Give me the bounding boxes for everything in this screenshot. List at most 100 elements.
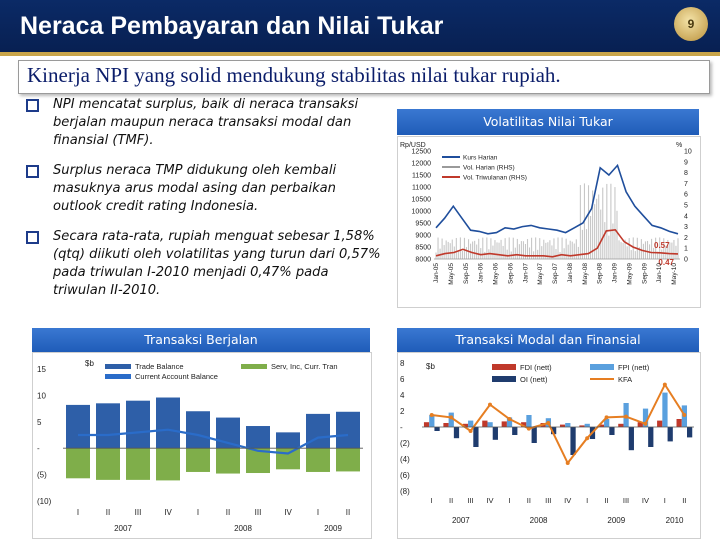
bar-oi bbox=[434, 427, 440, 431]
bar-oi bbox=[687, 427, 693, 438]
chart-volatilitas: Rp/USD% 12500 12000 11500 11000 10500 10000 950… bbox=[397, 136, 701, 308]
bar-fpi bbox=[487, 422, 493, 427]
series-kurs-harian bbox=[435, 163, 679, 235]
slide-header: Neraca Pembayaran dan Nilai Tukar 9 bbox=[0, 0, 720, 52]
x-tick-label: IV bbox=[564, 496, 571, 505]
bar-fdi bbox=[676, 419, 682, 427]
bar-fdi bbox=[559, 424, 566, 427]
x-tick-label: III bbox=[545, 496, 551, 505]
x-tick-label: Sep-07 bbox=[552, 263, 559, 284]
point-kfa bbox=[682, 413, 687, 417]
x-group-label: 2009 bbox=[607, 516, 625, 525]
point-kfa bbox=[662, 382, 667, 387]
bar-trade-balance bbox=[246, 426, 270, 449]
x-tick-label: IV bbox=[642, 496, 649, 505]
headline-text: Kinerja NPI yang solid mendukung stabili… bbox=[27, 63, 561, 87]
transaksi-modal-chart-svg: $b 8 6 4 2 - (2) (4) (6) (8) FDI (nett) FPI (nett) O… bbox=[400, 359, 694, 525]
y-tick-label: 8 bbox=[400, 359, 405, 368]
y-tick-label: (2) bbox=[400, 439, 410, 448]
y-tick-label: (10) bbox=[37, 497, 52, 506]
legend-label: Serv, Inc, Curr. Tran bbox=[271, 362, 338, 371]
y2-tick-label: 9 bbox=[684, 159, 688, 166]
y-tick-label: 15 bbox=[37, 365, 46, 374]
y-tick-label: 4 bbox=[400, 391, 405, 400]
x-tick-label: Jan-08 bbox=[567, 263, 574, 283]
x-tick-label: IV bbox=[164, 508, 172, 517]
y-tick-label: 10000 bbox=[412, 209, 432, 216]
point-kfa bbox=[526, 426, 531, 431]
bar-oi bbox=[531, 427, 537, 443]
bar-fpi bbox=[565, 423, 571, 427]
annotation-label: 0.47 bbox=[658, 258, 674, 267]
x-tick-label: I bbox=[197, 508, 199, 517]
y-axis-label: Rp/USD bbox=[400, 142, 426, 149]
bar-serv-inc-curr-tran bbox=[336, 448, 360, 472]
legend-swatch bbox=[105, 374, 131, 379]
bar-oi bbox=[628, 427, 634, 451]
x-group-label: 2008 bbox=[234, 524, 252, 533]
bar-fdi bbox=[423, 422, 430, 427]
bullet-text: Secara rata-rata, rupiah menguat sebesar… bbox=[53, 229, 381, 298]
x-tick-label: May-06 bbox=[493, 263, 500, 285]
y-tick-label: 6 bbox=[400, 375, 405, 384]
header-divider bbox=[0, 52, 720, 56]
x-tick-label: May-09 bbox=[626, 263, 633, 285]
legend-swatch bbox=[492, 364, 516, 370]
legend-swatch bbox=[241, 364, 267, 369]
bar-trade-balance bbox=[66, 404, 90, 449]
chart-transaksi-berjalan: $b 15 10 5 - (5) (10) Trade Balance Current Acco… bbox=[32, 352, 372, 539]
x-tick-label: III bbox=[623, 496, 629, 505]
annotation-label: 0.57 bbox=[654, 241, 670, 250]
point-kfa bbox=[546, 421, 551, 425]
x-tick-label: III bbox=[467, 496, 473, 505]
point-kfa bbox=[585, 436, 590, 441]
bar-fdi bbox=[443, 423, 449, 427]
legend-label: Vol. Harian (RHS) bbox=[463, 165, 515, 172]
x-tick-label: II bbox=[106, 508, 110, 517]
bar-trade-balance bbox=[276, 432, 300, 449]
y2-tick-label: 5 bbox=[684, 203, 688, 210]
y-tick-label: 10 bbox=[37, 391, 46, 400]
line-current-account-balance bbox=[78, 428, 349, 455]
x-tick-label: Jan-05 bbox=[433, 263, 440, 283]
x-tick-label: Sep-08 bbox=[597, 263, 604, 284]
bar-fpi bbox=[526, 415, 532, 427]
headline-box: Kinerja NPI yang solid mendukung stabili… bbox=[18, 60, 710, 94]
x-tick-label: May-05 bbox=[448, 263, 455, 285]
bar-serv-inc-curr-tran bbox=[186, 448, 210, 472]
bullet-list: NPI mencatat surplus, baik di neraca tra… bbox=[26, 96, 381, 312]
x-tick-label: II bbox=[682, 496, 686, 505]
y2-tick-label: 7 bbox=[684, 181, 688, 188]
bar-oi bbox=[570, 427, 576, 455]
bar-fdi bbox=[637, 422, 643, 427]
x-tick-label: I bbox=[508, 496, 510, 505]
bar-oi bbox=[492, 427, 498, 440]
y-tick-label: (8) bbox=[400, 487, 410, 496]
bar-serv-inc-curr-tran bbox=[156, 448, 180, 481]
bar-fdi bbox=[618, 423, 624, 427]
bar-oi bbox=[609, 427, 615, 435]
bar-serv-inc-curr-tran bbox=[216, 448, 240, 474]
bar-fdi bbox=[501, 421, 507, 427]
y-tick-label: (5) bbox=[37, 471, 47, 480]
bar-trade-balance bbox=[96, 403, 120, 449]
legend-label: Kurs Harian bbox=[463, 155, 498, 162]
legend-label: FPI (nett) bbox=[618, 363, 650, 372]
x-tick-label: I bbox=[664, 496, 666, 505]
x-tick-label: Jan-09 bbox=[612, 263, 619, 283]
point-kfa bbox=[468, 429, 473, 433]
legend-label: Trade Balance bbox=[135, 362, 184, 371]
point-kfa bbox=[624, 414, 628, 419]
bar-fpi bbox=[604, 419, 610, 427]
x-tick-label: Sep-05 bbox=[463, 263, 470, 284]
bar-fdi bbox=[657, 420, 663, 427]
bar-oi bbox=[667, 427, 673, 442]
chart-title-transaksi-berjalan: Transaksi Berjalan bbox=[32, 328, 370, 352]
x-tick-label: II bbox=[346, 508, 350, 517]
page-number-badge: 9 bbox=[674, 7, 708, 41]
chart-title-transaksi-modal: Transaksi Modal dan Finansial bbox=[397, 328, 699, 352]
bar-trade-balance bbox=[126, 400, 150, 449]
bar-fdi bbox=[482, 420, 488, 427]
x-tick-label: Sep-06 bbox=[507, 263, 514, 284]
